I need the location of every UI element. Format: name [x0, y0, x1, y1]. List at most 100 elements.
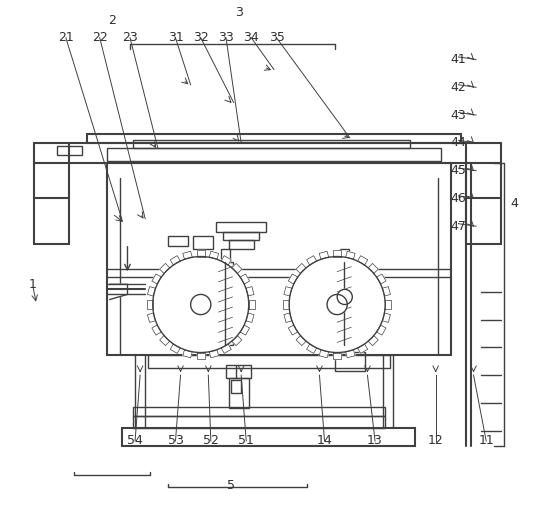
Bar [219, 262, 232, 345]
Polygon shape [358, 344, 368, 354]
Bar [87, 134, 461, 143]
Bar [193, 236, 213, 249]
Text: 46: 46 [450, 192, 466, 205]
Polygon shape [197, 353, 205, 359]
Polygon shape [376, 274, 386, 284]
Polygon shape [147, 287, 156, 296]
Polygon shape [232, 264, 242, 273]
Bar [122, 428, 415, 446]
Bar [229, 240, 254, 249]
Bar [216, 222, 266, 232]
Text: 42: 42 [450, 81, 466, 94]
Text: 21: 21 [58, 31, 74, 44]
Polygon shape [319, 350, 329, 358]
Polygon shape [147, 313, 156, 323]
Circle shape [153, 257, 249, 353]
Bar [224, 232, 259, 240]
Polygon shape [152, 274, 161, 284]
Polygon shape [385, 300, 391, 308]
Bar [107, 148, 441, 161]
Polygon shape [209, 251, 219, 259]
Text: 2: 2 [109, 14, 116, 27]
Text: 53: 53 [168, 434, 184, 448]
Bar [148, 355, 390, 368]
Polygon shape [319, 251, 329, 259]
Polygon shape [183, 350, 192, 358]
Text: 54: 54 [127, 434, 143, 448]
Polygon shape [358, 256, 368, 265]
Bar [231, 380, 241, 393]
Bar [107, 163, 451, 355]
Polygon shape [170, 344, 180, 354]
Text: 31: 31 [168, 31, 184, 44]
Circle shape [327, 295, 347, 314]
Polygon shape [296, 264, 306, 273]
Text: 43: 43 [450, 109, 466, 121]
Text: 12: 12 [428, 434, 443, 448]
Polygon shape [152, 325, 161, 335]
Polygon shape [346, 251, 355, 259]
Polygon shape [383, 313, 390, 323]
Polygon shape [284, 287, 292, 296]
Text: 45: 45 [450, 164, 466, 177]
Bar [221, 249, 230, 262]
Circle shape [337, 290, 352, 304]
Text: 33: 33 [218, 31, 234, 44]
Polygon shape [283, 300, 289, 308]
Bar [335, 352, 365, 371]
Polygon shape [249, 300, 255, 308]
Polygon shape [246, 287, 254, 296]
Polygon shape [368, 264, 378, 273]
Bar [57, 146, 82, 155]
Polygon shape [232, 336, 242, 345]
Text: 22: 22 [92, 31, 107, 44]
Text: 3: 3 [235, 6, 243, 19]
Text: 47: 47 [450, 220, 466, 233]
Text: 34: 34 [243, 31, 259, 44]
Text: 35: 35 [269, 31, 284, 44]
Polygon shape [346, 350, 355, 358]
Bar [340, 249, 349, 262]
Bar [34, 199, 70, 244]
Polygon shape [170, 256, 180, 265]
Text: 14: 14 [317, 434, 333, 448]
Polygon shape [159, 336, 170, 345]
Bar [133, 406, 385, 416]
Polygon shape [183, 251, 192, 259]
Text: 44: 44 [450, 136, 466, 149]
Bar [226, 365, 252, 378]
Polygon shape [383, 287, 390, 296]
Text: 13: 13 [367, 434, 383, 448]
Polygon shape [246, 313, 254, 323]
Bar [168, 236, 188, 246]
Polygon shape [376, 325, 386, 335]
Text: 1: 1 [28, 278, 36, 291]
Polygon shape [110, 284, 128, 300]
Circle shape [191, 295, 211, 314]
Polygon shape [284, 313, 292, 323]
Polygon shape [333, 250, 341, 257]
Polygon shape [368, 336, 378, 345]
Polygon shape [240, 325, 249, 335]
Text: 32: 32 [193, 31, 209, 44]
Text: 52: 52 [203, 434, 219, 448]
Text: 51: 51 [238, 434, 254, 448]
Text: 11: 11 [478, 434, 494, 448]
Text: 23: 23 [122, 31, 138, 44]
Polygon shape [240, 274, 249, 284]
Polygon shape [221, 344, 231, 354]
Polygon shape [288, 325, 298, 335]
Polygon shape [197, 250, 205, 257]
Text: 5: 5 [227, 479, 235, 492]
Circle shape [289, 257, 385, 353]
Text: 4: 4 [510, 197, 518, 210]
Polygon shape [333, 353, 341, 359]
Polygon shape [288, 274, 298, 284]
Bar [133, 140, 410, 148]
Text: 41: 41 [450, 53, 466, 66]
Bar [337, 262, 351, 345]
Bar [466, 199, 501, 244]
Polygon shape [147, 300, 153, 308]
Polygon shape [159, 264, 170, 273]
Polygon shape [307, 344, 317, 354]
